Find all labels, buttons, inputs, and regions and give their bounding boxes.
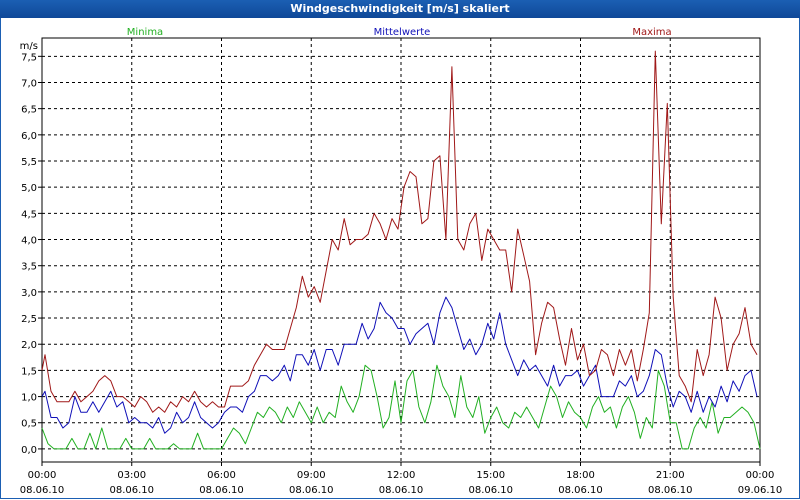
x-tick-date: 09.06.10 <box>738 485 783 496</box>
x-tick-date: 08.06.10 <box>558 485 603 496</box>
y-tick-label: 5,0 <box>21 183 37 194</box>
y-tick-label: 1,0 <box>21 393 37 404</box>
y-axis-label: m/s <box>20 41 38 52</box>
y-tick-label: 0,0 <box>21 445 37 456</box>
x-tick-time: 21:00 <box>656 470 685 481</box>
y-tick-label: 7,0 <box>21 78 37 89</box>
x-tick-time: 12:00 <box>387 470 416 481</box>
legend-min: Minima <box>127 27 163 38</box>
x-tick-time: 15:00 <box>476 470 505 481</box>
y-tick-label: 6,0 <box>21 131 37 142</box>
y-tick-label: 4,5 <box>21 209 37 220</box>
x-tick-date: 08.06.10 <box>199 485 244 496</box>
window-title: Windgeschwindigkeit [m/s] skaliert <box>0 0 800 18</box>
legend-max: Maxima <box>632 27 671 38</box>
y-tick-label: 4,0 <box>21 236 37 247</box>
x-tick-date: 08.06.10 <box>109 485 154 496</box>
y-tick-label: 2,5 <box>21 314 37 325</box>
legend-mean: Mittelwerte <box>374 27 431 38</box>
series-line-mean <box>41 296 758 434</box>
x-tick-time: 09:00 <box>297 470 326 481</box>
y-tick-label: 1,5 <box>21 366 37 377</box>
x-tick-date: 08.06.10 <box>648 485 693 496</box>
series-line-max <box>41 50 758 413</box>
x-tick-time: 00:00 <box>746 470 775 481</box>
x-tick-date: 08.06.10 <box>468 485 513 496</box>
y-tick-label: 7,5 <box>21 52 37 63</box>
x-tick-time: 06:00 <box>207 470 236 481</box>
y-tick-label: 3,5 <box>21 262 37 273</box>
x-tick-date: 08.06.10 <box>289 485 334 496</box>
x-tick-date: 08.06.10 <box>20 485 65 496</box>
y-tick-label: 6,5 <box>21 105 37 116</box>
x-tick-time: 00:00 <box>28 470 57 481</box>
series-line-min <box>41 364 761 450</box>
y-tick-label: 0,5 <box>21 419 37 430</box>
x-tick-date: 08.06.10 <box>379 485 424 496</box>
x-tick-time: 18:00 <box>566 470 595 481</box>
y-tick-label: 5,5 <box>21 157 37 168</box>
y-tick-label: 3,0 <box>21 288 37 299</box>
x-tick-time: 03:00 <box>117 470 146 481</box>
y-tick-label: 2,0 <box>21 340 37 351</box>
